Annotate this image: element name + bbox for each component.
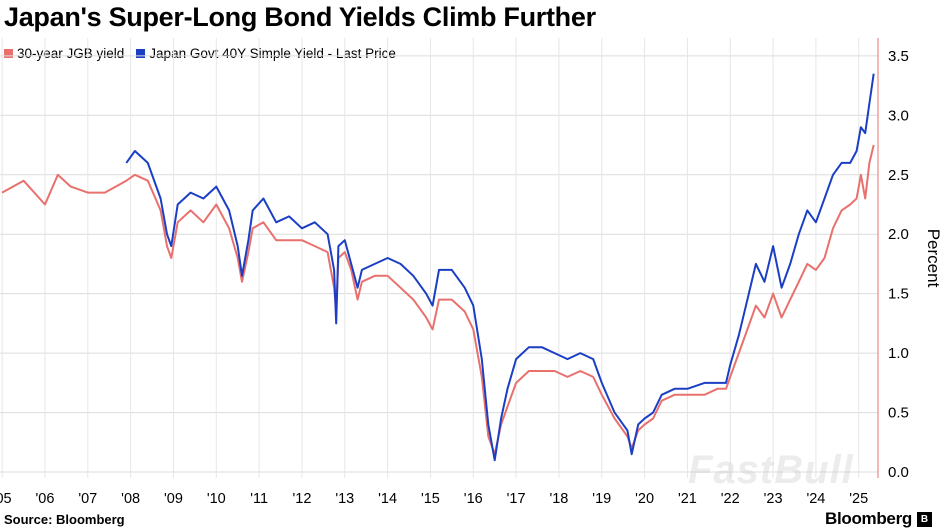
y-tick-label: 0.0 <box>888 464 909 481</box>
y-tick-label: 3.5 <box>888 48 909 65</box>
x-tick-label: '25 <box>849 491 868 507</box>
y-tick-label: 1.5 <box>888 286 909 303</box>
source-note: Source: Bloomberg <box>4 512 125 527</box>
x-tick-label: '14 <box>378 491 397 507</box>
x-tick-label: '15 <box>421 491 440 507</box>
x-tick-label: '20 <box>635 491 654 507</box>
x-tick-label: '16 <box>464 491 483 507</box>
x-tick-label: '17 <box>507 491 526 507</box>
x-tick-label: '24 <box>806 491 825 507</box>
x-tick-label: '10 <box>207 491 226 507</box>
x-tick-label: '19 <box>592 491 611 507</box>
x-tick-label: '08 <box>121 491 140 507</box>
legend-swatch-40y <box>136 49 146 58</box>
legend-item-40y: Japan Govt 40Y Simple Yield - Last Price <box>136 46 396 61</box>
y-axis-label: Percent <box>924 229 943 288</box>
x-tick-label: '18 <box>549 491 568 507</box>
legend-swatch-30y <box>4 49 13 58</box>
x-tick-label: '06 <box>36 491 55 507</box>
brand-icon: B <box>917 512 932 527</box>
x-tick-label: '23 <box>764 491 783 507</box>
legend-item-30y: 30-year JGB yield <box>4 46 124 61</box>
y-tick-label: 0.5 <box>888 405 909 422</box>
y-tick-label: 1.0 <box>888 345 909 362</box>
x-tick-label: '22 <box>721 491 740 507</box>
x-tick-label: '05 <box>0 491 12 507</box>
x-tick-label: '09 <box>164 491 183 507</box>
legend-label-40y: Japan Govt 40Y Simple Yield - Last Price <box>149 46 396 61</box>
chart-title: Japan's Super-Long Bond Yields Climb Fur… <box>4 2 596 32</box>
x-tick-label: '12 <box>292 491 311 507</box>
legend: 30-year JGB yield Japan Govt 40Y Simple … <box>4 46 396 61</box>
x-tick-label: '07 <box>78 491 97 507</box>
watermark: FastBull <box>688 448 854 492</box>
x-tick-label: '21 <box>678 491 697 507</box>
y-tick-label: 3.0 <box>888 107 909 124</box>
legend-label-30y: 30-year JGB yield <box>17 46 125 61</box>
y-tick-label: 2.0 <box>888 226 909 243</box>
x-tick-label: '13 <box>335 491 354 507</box>
y-tick-label: 2.5 <box>888 167 909 184</box>
x-tick-label: '11 <box>250 491 268 507</box>
series-line-1 <box>125 73 875 462</box>
series-line-0 <box>1 144 875 456</box>
brand-logo: Bloomberg <box>824 509 912 528</box>
